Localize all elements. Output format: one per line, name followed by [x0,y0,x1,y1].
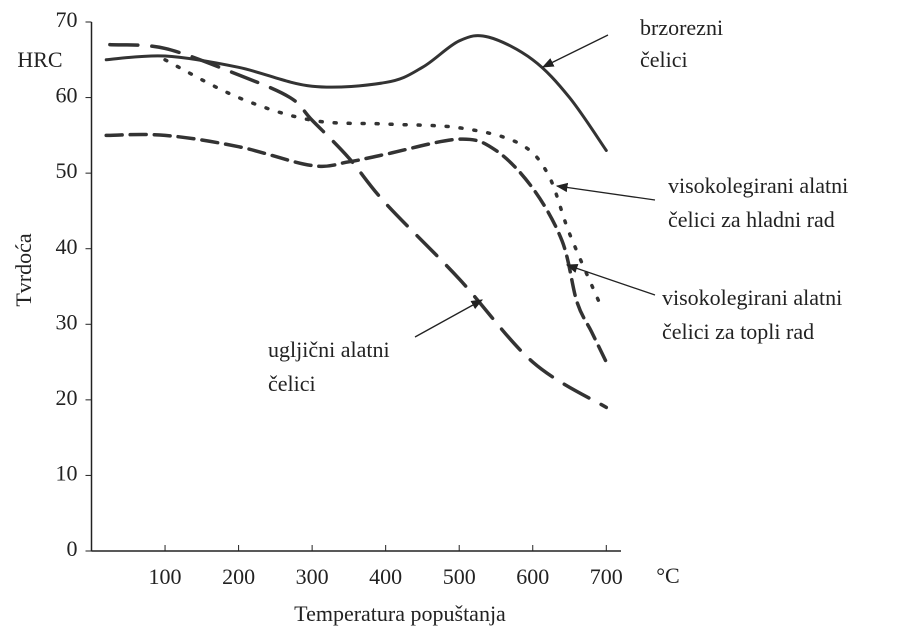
annotation-arrow [414,299,484,338]
annotation: čelici za topli rad [662,319,814,344]
annotation: čelici [640,47,688,72]
y-tick-label: 10 [56,460,78,485]
line [104,132,609,364]
y-tick-label: 0 [67,536,78,561]
line [108,42,609,410]
annotation: čelici [268,371,316,396]
annotation: brzorezni [640,15,723,40]
line [104,34,608,152]
x-tick-label: 500 [443,564,476,589]
y-tick-label: 40 [56,234,78,259]
annotation-arrow [555,182,656,201]
y-tick-label: 70 [56,7,78,32]
annotation: čelici za hladni rad [668,207,835,232]
line [163,58,601,304]
annotation: ugljični alatni [268,337,390,362]
x-tick-label: 100 [149,564,182,589]
y-tick-label: 20 [56,385,78,410]
annotation: visokolegirani alatni [662,285,842,310]
x-unit: °C [656,563,679,588]
x-tick-label: 700 [590,564,623,589]
y-tick-label: 60 [56,83,78,108]
x-tick-label: 300 [296,564,329,589]
annotation-arrow [541,34,609,68]
y-axis-label: Tvrdoća [11,233,36,307]
annotation-arrow [565,263,656,296]
y-unit: HRC [17,47,62,72]
y-tick-label: 30 [56,309,78,334]
x-tick-label: 600 [516,564,549,589]
x-tick-label: 400 [369,564,402,589]
y-tick-label: 50 [56,158,78,183]
annotation: visokolegirani alatni [668,173,848,198]
x-tick-label: 200 [222,564,255,589]
x-axis-label: Temperatura popuštanja [294,601,506,626]
